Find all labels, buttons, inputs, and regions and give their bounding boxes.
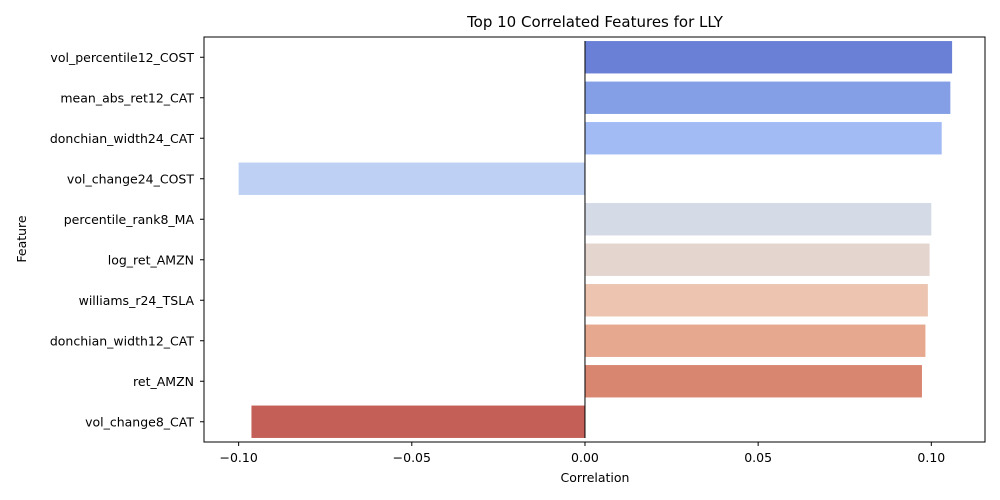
bar-donchian_width24_CAT bbox=[584, 122, 942, 155]
x-tick-label: 0.05 bbox=[744, 450, 772, 465]
y-tick-label: percentile_rank8_MA bbox=[64, 212, 195, 227]
y-tick-label: donchian_width12_CAT bbox=[50, 333, 195, 348]
y-axis-ticks: vol_percentile12_COST mean_abs_ret12_CATd… bbox=[50, 50, 204, 429]
y-tick-label: vol_percentile12_COST bbox=[50, 50, 194, 65]
y-tick-label: vol_change24_COST bbox=[67, 171, 194, 186]
plot-frame bbox=[203, 36, 986, 443]
x-tick-label: 0.10 bbox=[917, 450, 945, 465]
bar-vol_percentile12_COST bbox=[584, 41, 953, 74]
bar-mean_abs_ret12_CAT bbox=[584, 81, 951, 114]
bar-ret_AMZN bbox=[584, 365, 922, 398]
y-tick-label: vol_change8_CAT bbox=[85, 414, 194, 429]
y-tick-label: donchian_width24_CAT bbox=[50, 131, 195, 146]
y-axis-label: Feature bbox=[14, 215, 29, 263]
bar-donchian_width12_CAT bbox=[584, 324, 926, 357]
chart-title: Top 10 Correlated Features for LLY bbox=[466, 13, 724, 31]
x-tick-label: −0.05 bbox=[393, 450, 431, 465]
bar-williams_r24_TSLA bbox=[584, 284, 928, 317]
y-tick-label: mean_abs_ret12_CAT bbox=[60, 90, 194, 105]
x-axis-label: Correlation bbox=[561, 470, 630, 485]
y-tick-label: williams_r24_TSLA bbox=[79, 293, 195, 308]
bar-percentile_rank8_MA bbox=[584, 203, 932, 236]
x-tick-label: −0.10 bbox=[219, 450, 257, 465]
y-tick-label: ret_AMZN bbox=[133, 374, 194, 389]
x-axis-ticks: −0.10 −0.05 0.00 0.05 0.10 bbox=[219, 442, 945, 465]
bar-vol_change8_CAT bbox=[251, 405, 585, 438]
bar-vol_change24_COST bbox=[238, 162, 585, 195]
x-tick-label: 0.00 bbox=[571, 450, 599, 465]
bar-log_ret_AMZN bbox=[584, 243, 930, 276]
y-tick-label: log_ret_AMZN bbox=[108, 252, 194, 267]
bars-group bbox=[238, 41, 953, 438]
